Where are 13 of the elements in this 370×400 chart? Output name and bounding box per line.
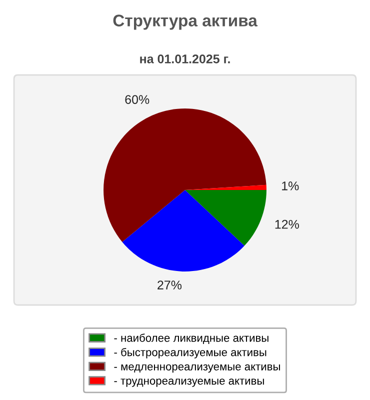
chart-subtitle: на 01.01.2025 г. bbox=[140, 54, 230, 64]
legend-label: - наиболее ликвидные активы bbox=[114, 334, 268, 344]
pie-slice bbox=[122, 190, 244, 272]
legend-label: - медленнореализуемые активы bbox=[114, 364, 280, 373]
pie-slice bbox=[104, 108, 266, 242]
data-label: 27% bbox=[158, 280, 182, 290]
data-label: 1% bbox=[282, 182, 299, 190]
data-label: 60% bbox=[125, 95, 150, 104]
pie-slice bbox=[185, 190, 266, 246]
legend-label: - труднореализуемые активы bbox=[114, 378, 264, 387]
data-label: 12% bbox=[275, 220, 299, 229]
chart-title: Структура актива bbox=[113, 14, 258, 30]
legend-label: - быстрореализуемые активы bbox=[114, 348, 266, 358]
